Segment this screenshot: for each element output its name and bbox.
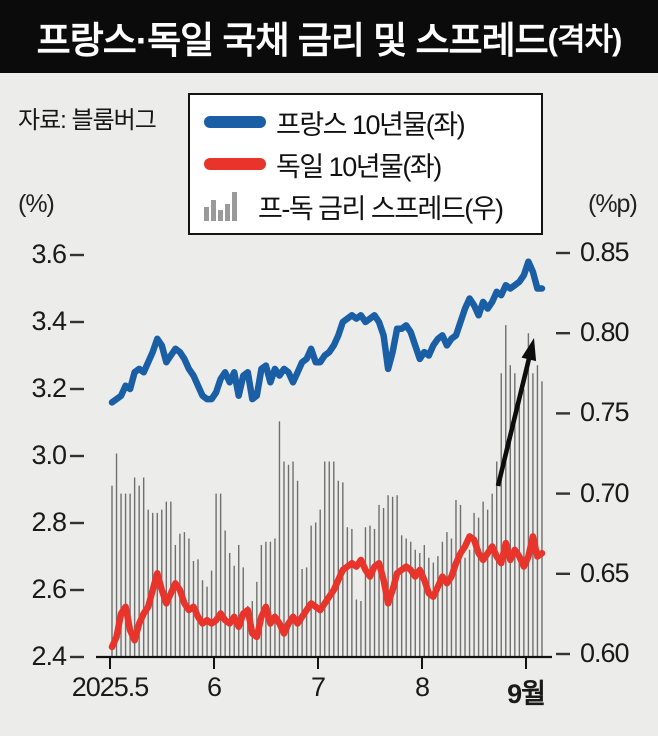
arrow-shaft bbox=[495, 353, 533, 487]
right-axis-tick-label: 0.85 bbox=[580, 237, 630, 267]
legend-item-label: 독일 10년물(좌) bbox=[276, 151, 442, 182]
right-axis-tick-label: 0.60 bbox=[580, 638, 630, 668]
page-title: 프랑스·독일 국채 금리 및 스프레드 bbox=[36, 19, 549, 61]
right-axis-tick-label: 0.65 bbox=[580, 557, 630, 588]
mini-bar bbox=[211, 200, 216, 221]
x-axis-tick-label: 6 bbox=[206, 672, 222, 702]
x-axis-tick-label: 7 bbox=[310, 672, 326, 702]
left-axis-tick-label: 3.4 bbox=[31, 306, 67, 336]
left-axis-unit-label: (%) bbox=[18, 190, 55, 218]
mini-bar bbox=[218, 210, 223, 221]
source-label: 자료: 블룸버그 bbox=[18, 107, 157, 134]
mini-bar bbox=[225, 204, 230, 221]
right-axis-unit-label: (%p) bbox=[588, 190, 638, 218]
germany-line bbox=[108, 533, 546, 651]
mini-bar bbox=[232, 192, 237, 221]
legend-item: 프-독 금리 스프레드(우) bbox=[204, 187, 533, 226]
page-title-suffix: (격차) bbox=[547, 22, 623, 57]
left-axis-tick-label: 3.2 bbox=[31, 373, 67, 403]
mini-bar bbox=[204, 207, 209, 221]
right-axis-tick-label: 0.80 bbox=[580, 317, 630, 348]
left-axis-tick-label: 3.0 bbox=[31, 440, 67, 470]
x-axis-tick-label: 8 bbox=[414, 672, 430, 702]
left-axis-tick-label: 2.4 bbox=[31, 641, 67, 671]
legend-mini-bars-icon bbox=[204, 191, 248, 221]
right-axis-tick-label: 0.75 bbox=[580, 397, 630, 428]
left-axis-tick-label: 2.8 bbox=[31, 507, 67, 537]
legend-item-label: 프랑스 10년물(좌) bbox=[276, 109, 466, 140]
x-axis-tick-label: 2025.5 bbox=[71, 672, 150, 702]
right-axis-tick-label: 0.70 bbox=[580, 477, 630, 508]
legend-item-label: 프-독 금리 스프레드(우) bbox=[258, 193, 504, 224]
france-line bbox=[108, 258, 546, 406]
legend-box: 프랑스 10년물(좌) 독일 10년물(좌) 프-독 금리 스프레드(우) bbox=[188, 93, 543, 235]
legend-line-swatch-france-icon bbox=[204, 116, 266, 128]
left-axis-tick-label: 2.6 bbox=[31, 574, 67, 604]
legend-line-swatch-germany-icon bbox=[204, 158, 266, 170]
left-axis-tick-label: 3.6 bbox=[31, 239, 67, 269]
legend-item: 독일 10년물(좌) bbox=[204, 145, 533, 184]
title-bar: 프랑스·독일 국채 금리 및 스프레드 (격차) bbox=[0, 0, 658, 73]
x-axis-tick-label: 9월 bbox=[507, 679, 546, 709]
legend-item: 프랑스 10년물(좌) bbox=[204, 103, 533, 142]
arrow-head-icon bbox=[521, 338, 537, 362]
